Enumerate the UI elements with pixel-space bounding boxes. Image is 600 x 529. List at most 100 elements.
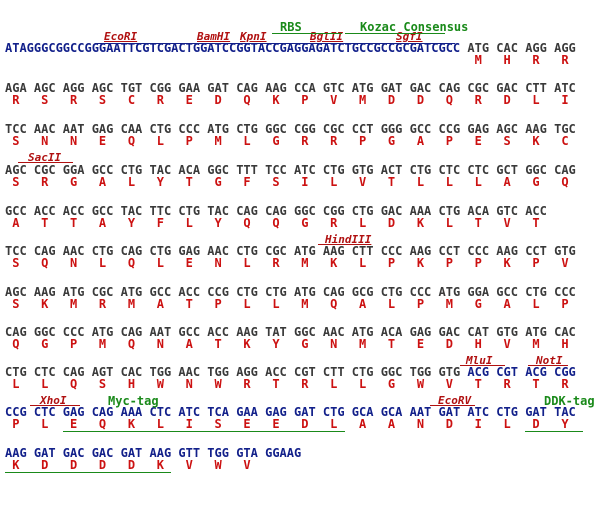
amino-acid: T	[214, 337, 222, 351]
amino-acid: M	[359, 337, 367, 351]
amino-acid: Y	[272, 337, 280, 351]
amino-acid: V	[503, 216, 511, 230]
codon: AGG	[525, 41, 547, 55]
codon: AAA	[120, 405, 143, 419]
codon: AGC	[33, 81, 56, 95]
codon: AAC	[322, 325, 345, 339]
amino-acid: I	[561, 93, 569, 107]
amino-acid: V	[185, 458, 193, 472]
codon: TGT	[120, 81, 143, 95]
underline	[5, 472, 172, 473]
amino-acid: R	[243, 377, 251, 391]
codon: GTG	[351, 163, 374, 177]
amino-acid: R	[330, 134, 338, 148]
amino-acid: M	[70, 297, 78, 311]
codon: GAC	[438, 325, 461, 339]
codon: CCT	[438, 244, 461, 258]
amino-acid: D	[214, 93, 222, 107]
amino-acid: G	[387, 377, 396, 391]
codon: TAC	[120, 204, 143, 218]
amino-acid: A	[359, 297, 367, 311]
codon: CTG	[120, 163, 143, 177]
codon: CAG	[33, 244, 56, 258]
codon: CTT	[351, 244, 374, 258]
codon: GAC	[62, 446, 85, 460]
codon: ACC	[207, 325, 229, 339]
codon: CAG	[236, 204, 258, 218]
amino-acid: R	[70, 93, 78, 107]
amino-acid: F	[243, 175, 251, 189]
amino-acid: T	[41, 216, 49, 230]
amino-acid: W	[214, 458, 222, 472]
amino-acid: L	[532, 93, 540, 107]
amino-acid: K	[503, 256, 511, 270]
codon: CGC	[91, 285, 114, 299]
codon: TCC	[265, 163, 287, 177]
codon: ATG	[351, 325, 374, 339]
amino-acid: L	[243, 297, 251, 311]
codon: AAC	[207, 244, 229, 258]
underline	[95, 43, 455, 44]
codon: ACA	[467, 204, 490, 218]
amino-acid: L	[330, 377, 338, 391]
codon: CCT	[351, 122, 374, 136]
codon: AGC	[5, 285, 27, 299]
amino-acid: Q	[127, 337, 136, 351]
codon: CTG	[409, 163, 432, 177]
underline	[18, 162, 73, 163]
amino-acid: M	[474, 53, 482, 67]
underline	[272, 33, 342, 34]
amino-acid: L	[503, 417, 511, 431]
codon: CAC	[554, 325, 576, 339]
codon: GGAAG	[265, 446, 302, 460]
amino-acid: V	[243, 458, 251, 472]
amino-acid: L	[416, 175, 425, 189]
amino-acid: S	[12, 134, 20, 148]
amino-acid: R	[98, 297, 107, 311]
amino-acid: P	[445, 256, 453, 270]
amino-acid: L	[243, 256, 251, 270]
codon: ATC	[467, 405, 490, 419]
amino-acid: R	[301, 377, 309, 391]
enzyme-label: NotI	[536, 354, 563, 367]
codon: AAT	[409, 405, 432, 419]
codon: GAT	[33, 446, 56, 460]
amino-acid: A	[12, 216, 20, 230]
amino-acid: A	[98, 175, 107, 189]
amino-acid: G	[214, 175, 222, 189]
amino-acid: G	[474, 297, 482, 311]
codon: CCG	[207, 285, 229, 299]
codon: CCG	[5, 405, 27, 419]
codon: AAC	[62, 244, 85, 258]
amino-acid: T	[474, 377, 482, 391]
codon: GAT	[120, 446, 143, 460]
amino-acid: Q	[127, 134, 136, 148]
amino-acid: G	[301, 216, 309, 230]
codon: CTT	[322, 365, 345, 379]
amino-acid: T	[532, 216, 540, 230]
amino-acid: I	[474, 417, 482, 431]
codon: AAT	[62, 122, 85, 136]
codon: CTG	[438, 204, 461, 218]
underline	[345, 33, 445, 34]
codon: ATG	[62, 285, 85, 299]
codon: AAG	[149, 446, 172, 460]
amino-acid: L	[243, 134, 251, 148]
amino-acid: L	[127, 175, 136, 189]
amino-acid: Q	[98, 417, 107, 431]
codon: GAA	[236, 405, 258, 419]
amino-acid: T	[70, 216, 78, 230]
codon: AAG	[409, 244, 432, 258]
codon: CTG	[5, 365, 27, 379]
codon: TGG	[207, 365, 229, 379]
amino-acid: S	[98, 377, 107, 391]
amino-acid: K	[330, 256, 338, 270]
codon: CCC	[380, 244, 403, 258]
codon: AGC	[91, 81, 114, 95]
codon: ATG	[467, 41, 490, 55]
amino-acid: Q	[243, 216, 251, 230]
amino-acid: L	[445, 216, 453, 230]
codon: GGA	[62, 163, 85, 177]
codon: GCC	[178, 325, 201, 339]
codon: GCA	[380, 405, 403, 419]
